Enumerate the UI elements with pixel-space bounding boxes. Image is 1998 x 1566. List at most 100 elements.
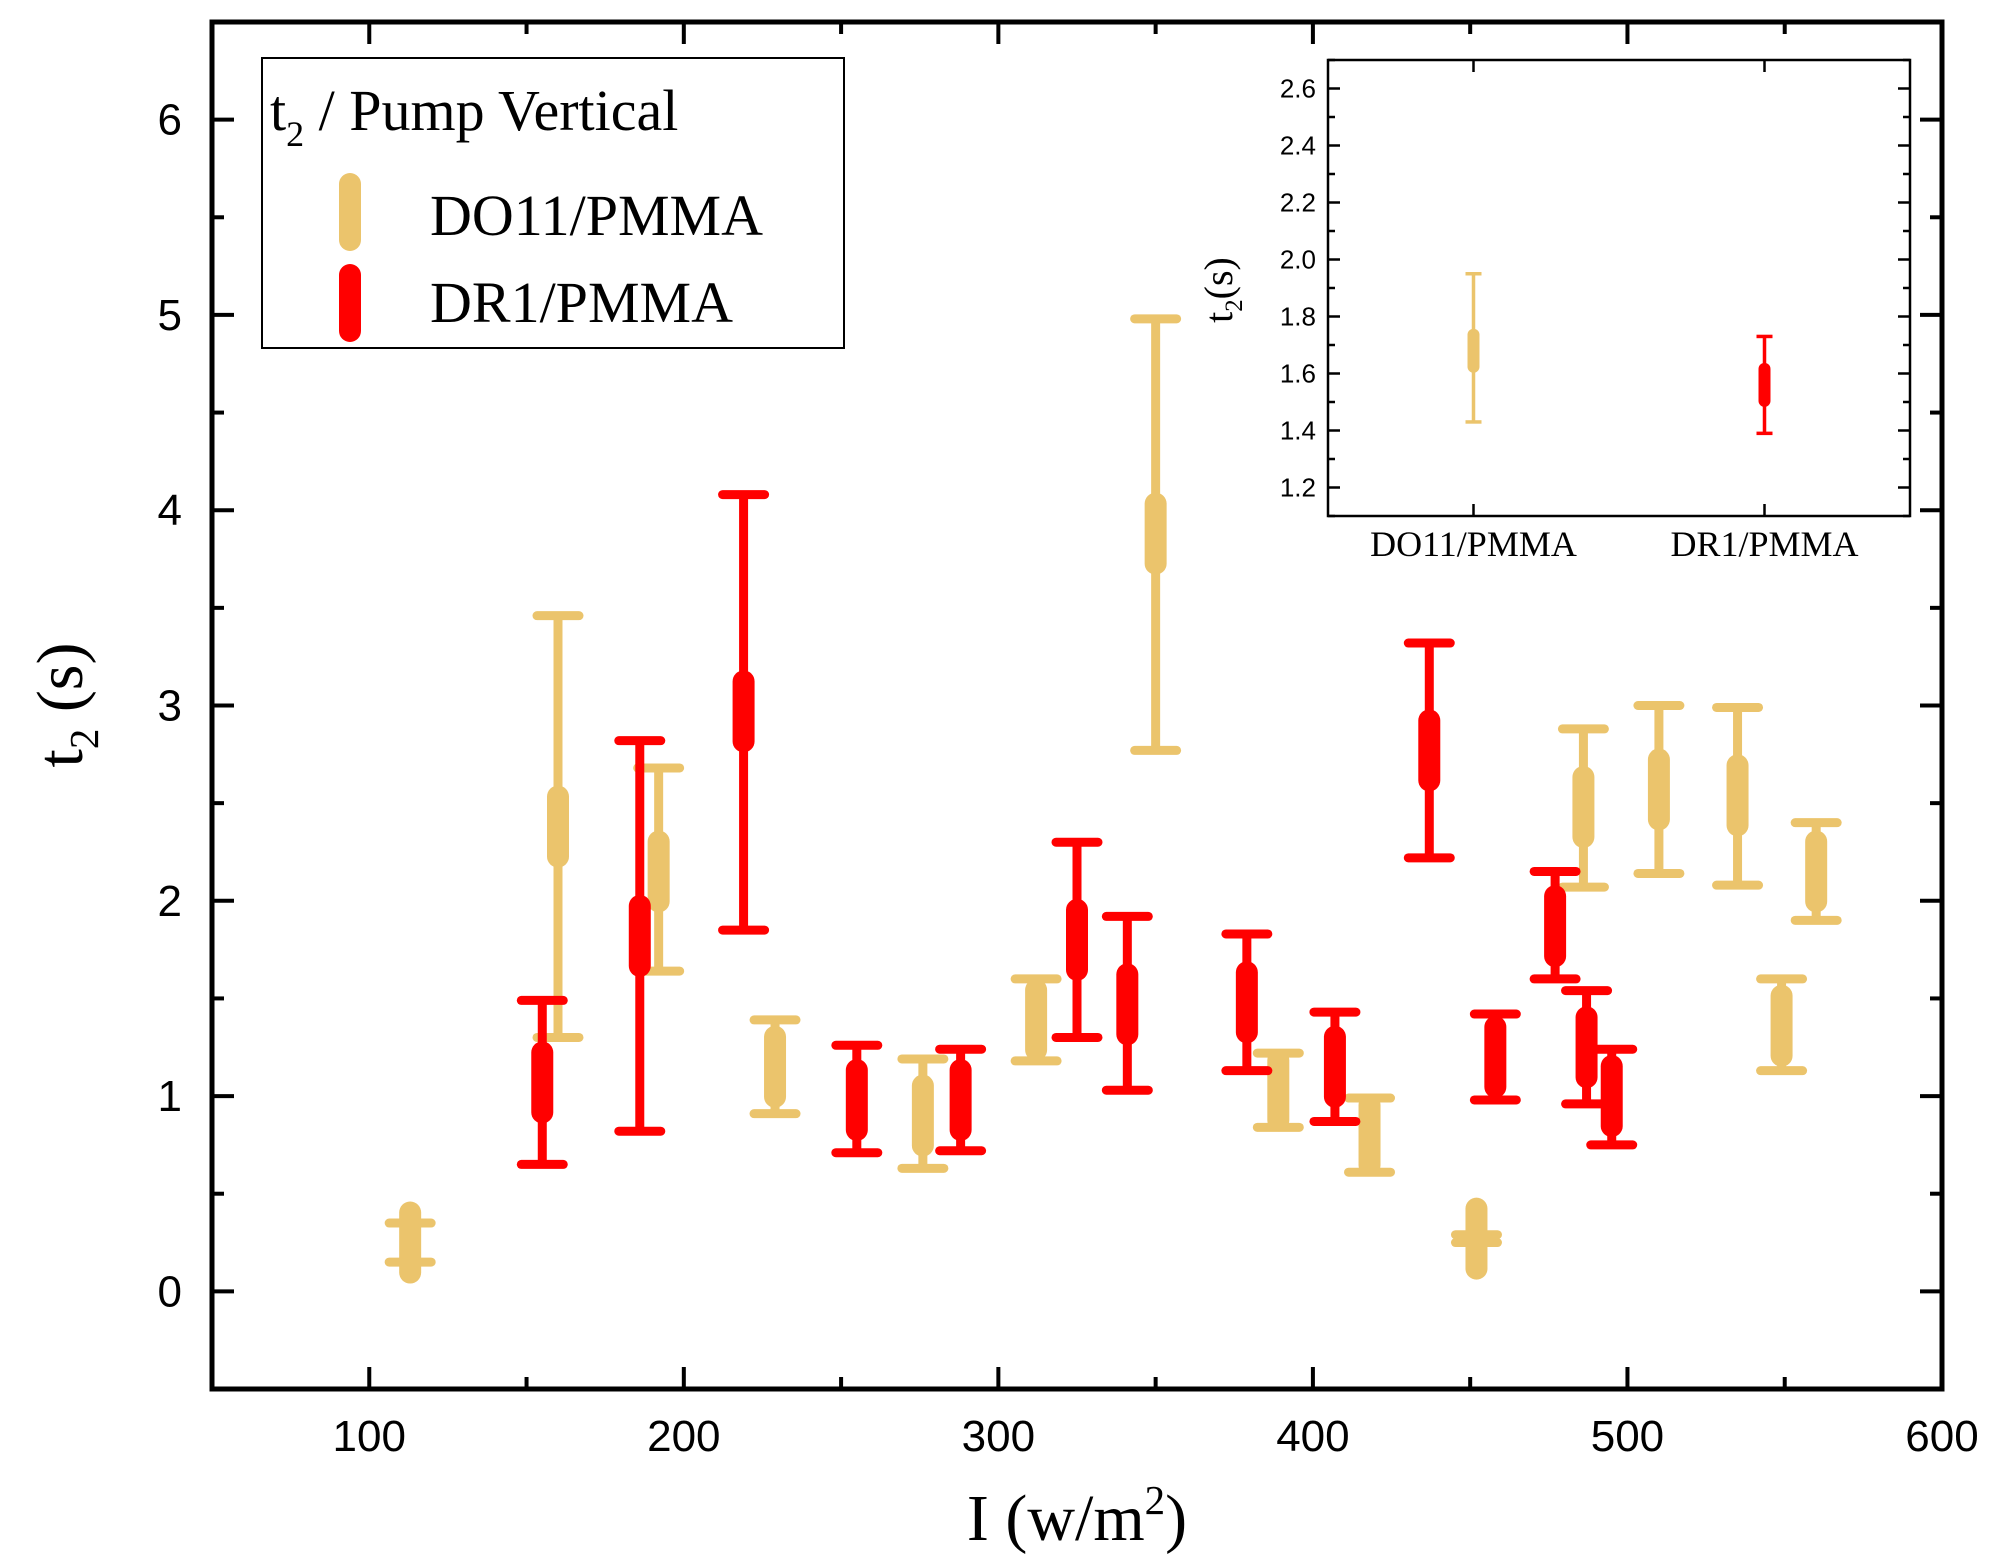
inset-background bbox=[1328, 60, 1910, 516]
data-marker bbox=[949, 1058, 972, 1141]
legend-title-main: t bbox=[270, 78, 286, 143]
x-axis-ticks: 100 200 300 400 500 600 bbox=[210, 22, 1979, 1461]
data-marker bbox=[1066, 898, 1088, 981]
errorbar-point bbox=[532, 611, 584, 1042]
errorbar-point bbox=[1221, 929, 1273, 1076]
inset-y-tick-label: 2.6 bbox=[1280, 74, 1316, 104]
data-marker bbox=[1544, 885, 1567, 968]
data-marker bbox=[628, 894, 651, 977]
errorbar-point bbox=[1469, 1009, 1521, 1105]
inset-category-label: DO11/PMMA bbox=[1370, 524, 1577, 564]
inset-plot: 1.2 1.4 1.6 1.8 2.0 2.2 2.4 2.6 DO11/PMMA DR1/PM… bbox=[1196, 58, 1912, 564]
x-tick-label: 200 bbox=[647, 1412, 720, 1461]
errorbar-point bbox=[1344, 1093, 1396, 1177]
inset-y-tick-label: 2.2 bbox=[1280, 188, 1316, 218]
x-tick-label: 500 bbox=[1591, 1412, 1664, 1461]
errorbar-point bbox=[1010, 974, 1062, 1066]
y-axis-title: t2 (s) bbox=[24, 643, 107, 768]
data-marker bbox=[1575, 1006, 1598, 1089]
errorbar-point bbox=[1529, 866, 1581, 984]
inset-y-axis-title-main: t bbox=[1196, 312, 1241, 323]
data-marker bbox=[1770, 984, 1793, 1067]
x-axis-title-main: I (w/m bbox=[967, 1482, 1145, 1555]
errorbar-point bbox=[1101, 911, 1153, 1095]
inset-category-label: DR1/PMMA bbox=[1670, 524, 1858, 564]
y-axis-title-main: t bbox=[24, 749, 97, 767]
inset-data-marker bbox=[1467, 328, 1480, 373]
y-tick-label: 5 bbox=[158, 291, 182, 340]
inset-data-marker bbox=[1758, 362, 1771, 407]
x-axis-title-sup: 2 bbox=[1145, 1478, 1165, 1523]
data-marker bbox=[845, 1058, 868, 1141]
data-marker bbox=[547, 785, 569, 868]
data-marker bbox=[1805, 830, 1828, 913]
data-marker bbox=[399, 1201, 422, 1284]
errorbar-point bbox=[1586, 1044, 1638, 1150]
inset-y-axis-title-tail: (s) bbox=[1196, 257, 1241, 299]
x-tick-label: 100 bbox=[333, 1412, 406, 1461]
legend-title: t2 / Pump Vertical bbox=[270, 78, 678, 154]
y-tick-label: 0 bbox=[158, 1267, 182, 1316]
errorbar-point bbox=[1252, 1048, 1304, 1132]
data-marker bbox=[1144, 492, 1167, 575]
errorbar-point bbox=[1450, 1197, 1502, 1280]
errorbar-point bbox=[935, 1044, 987, 1156]
data-marker bbox=[531, 1041, 554, 1124]
errorbar-point bbox=[516, 995, 568, 1169]
data-marker bbox=[1726, 754, 1749, 837]
y-axis-ticks: 0 1 2 3 4 5 6 bbox=[158, 20, 1942, 1391]
inset-y-tick-label: 1.4 bbox=[1280, 416, 1316, 446]
legend-marker-dr1 bbox=[339, 264, 361, 342]
y-tick-label: 1 bbox=[158, 1072, 182, 1121]
data-marker bbox=[1235, 961, 1258, 1044]
errorbar-point bbox=[831, 1040, 883, 1158]
data-marker bbox=[1647, 748, 1670, 831]
data-marker bbox=[1323, 1025, 1346, 1108]
data-marker bbox=[1116, 963, 1139, 1046]
main-series-marks bbox=[384, 314, 1842, 1284]
inset-y-tick-label: 2.0 bbox=[1280, 245, 1316, 275]
data-marker bbox=[1418, 709, 1441, 792]
legend-title-sub: 2 bbox=[286, 114, 304, 154]
errorbar-point bbox=[614, 736, 666, 1136]
data-marker bbox=[1572, 766, 1595, 849]
errorbar-point bbox=[718, 490, 770, 935]
errorbar-point bbox=[1309, 1007, 1361, 1126]
inset-y-tick-label: 1.2 bbox=[1280, 473, 1316, 503]
inset-errorbar-point bbox=[1756, 334, 1773, 436]
legend-marker-do11 bbox=[339, 173, 361, 251]
y-tick-label: 4 bbox=[158, 486, 182, 535]
x-tick-label: 400 bbox=[1276, 1412, 1349, 1461]
data-marker bbox=[911, 1074, 934, 1157]
data-marker bbox=[732, 670, 755, 753]
errorbar-point bbox=[1130, 314, 1182, 755]
inset-y-tick-label: 1.6 bbox=[1280, 359, 1316, 389]
errorbar-point bbox=[384, 1201, 436, 1284]
data-marker bbox=[647, 830, 670, 913]
data-marker bbox=[1358, 1094, 1381, 1177]
inset-y-axis-ticks: 1.2 1.4 1.6 1.8 2.0 2.2 2.4 2.6 bbox=[1280, 58, 1910, 518]
legend: t2 / Pump Vertical DO11/PMMA DR1/PMMA bbox=[261, 57, 845, 349]
errorbar-point bbox=[1790, 818, 1842, 925]
inset-y-tick-label: 1.8 bbox=[1280, 302, 1316, 332]
y-axis-title-tail: (s) bbox=[24, 643, 97, 729]
x-axis-title-tail: ) bbox=[1165, 1482, 1187, 1555]
errorbar-point bbox=[1712, 702, 1764, 890]
data-marker bbox=[764, 1025, 787, 1108]
y-tick-label: 3 bbox=[158, 682, 182, 731]
errorbar-point bbox=[1633, 701, 1685, 878]
data-marker bbox=[1600, 1055, 1623, 1138]
errorbar-point bbox=[633, 763, 685, 976]
legend-label-do11: DO11/PMMA bbox=[430, 183, 763, 248]
inset-x-axis-ticks: DO11/PMMA DR1/PMMA bbox=[1370, 60, 1859, 564]
y-axis-title-sub: 2 bbox=[62, 729, 107, 749]
data-marker bbox=[1484, 1016, 1507, 1099]
errorbar-point bbox=[1561, 986, 1613, 1109]
errorbar-point bbox=[1756, 974, 1808, 1076]
y-tick-label: 2 bbox=[158, 877, 182, 926]
legend-title-tail: / Pump Vertical bbox=[304, 78, 678, 143]
errorbar-point bbox=[749, 1015, 801, 1119]
inset-y-axis-title-sub: 2 bbox=[1221, 299, 1248, 311]
errorbar-point bbox=[1557, 724, 1609, 892]
